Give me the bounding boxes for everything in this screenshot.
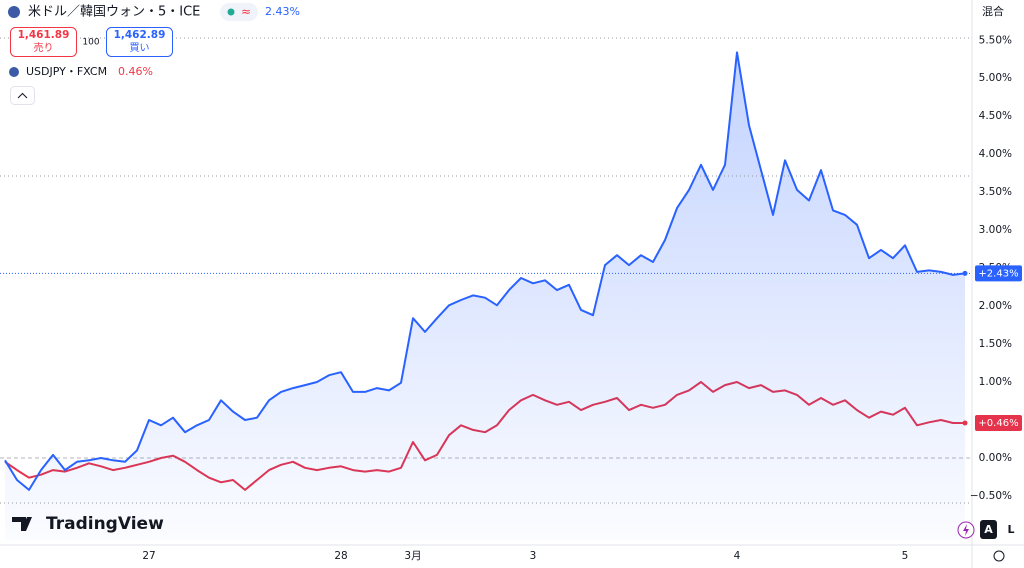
auto-button[interactable] — [980, 520, 997, 539]
x-tick-label: 3月 — [404, 550, 421, 562]
sell-label: 売り — [34, 41, 54, 54]
price-tag — [975, 415, 1022, 432]
y-tick-label: 4.50% — [979, 110, 1012, 122]
settings-icon[interactable] — [993, 550, 1005, 562]
brand-logo — [12, 517, 32, 531]
y-tick-label: 5.00% — [979, 72, 1012, 84]
spread: 100 — [82, 38, 99, 48]
area — [5, 52, 965, 541]
flash-icon — [963, 524, 969, 536]
chevron-icon — [17, 92, 28, 99]
status-pill[interactable] — [220, 3, 258, 21]
symbol-change: 2.43% — [265, 5, 300, 18]
flag-icon — [9, 67, 19, 77]
plot-area — [0, 51, 972, 541]
overlay: −0.50%0.00%0.50%1.00%1.50%2.00%2.50%3.00… — [142, 34, 1022, 562]
collapse-button[interactable] — [10, 86, 35, 105]
y-tick-label: 0.00% — [979, 452, 1012, 464]
y-tick-label: 5.50% — [979, 34, 1012, 46]
last-point — [962, 420, 968, 426]
y-tick-label: 4.00% — [979, 148, 1012, 160]
price-tag — [975, 265, 1022, 282]
y-tick-label: 2.00% — [979, 300, 1012, 312]
flag-icon — [8, 6, 20, 18]
scale-mode[interactable]: 混合 — [982, 4, 1004, 18]
buy-price: 1,462.89 — [114, 29, 166, 41]
y-tick-label: −0.50% — [970, 490, 1012, 502]
buy-button[interactable] — [106, 27, 173, 57]
last-point — [962, 270, 968, 276]
compare-symbol: USDJPY・FXCM — [26, 65, 107, 78]
price-tag-label: +0.46% — [978, 418, 1018, 429]
sell-button[interactable] — [10, 27, 77, 57]
price-tag-label: +2.43% — [978, 268, 1018, 279]
compare-change: 0.46% — [118, 65, 153, 78]
x-tick-label: 4 — [734, 550, 741, 562]
buy-label: 買い — [130, 42, 150, 54]
x-tick-label: 27 — [142, 550, 155, 562]
auto-label: A — [984, 523, 993, 536]
symbol-title: 米ドル／韓国ウォン・5・ICE — [28, 5, 200, 20]
y-tick-label: 1.50% — [979, 338, 1012, 350]
x-tick-label: 28 — [334, 550, 347, 562]
log-button[interactable]: L — [1007, 523, 1014, 536]
status-dot — [227, 8, 235, 16]
x-tick-label: 5 — [902, 550, 909, 562]
status-icon: ≈ — [241, 5, 251, 19]
line — [4, 51, 966, 491]
y-tick-label: 3.00% — [979, 224, 1012, 236]
x-tick-label: 3 — [530, 550, 537, 562]
y-tick-label: 1.00% — [979, 376, 1012, 388]
brand-name: TradingView — [46, 514, 164, 534]
sell-price: 1,461.89 — [18, 29, 70, 41]
y-tick-label: 3.50% — [979, 186, 1012, 198]
